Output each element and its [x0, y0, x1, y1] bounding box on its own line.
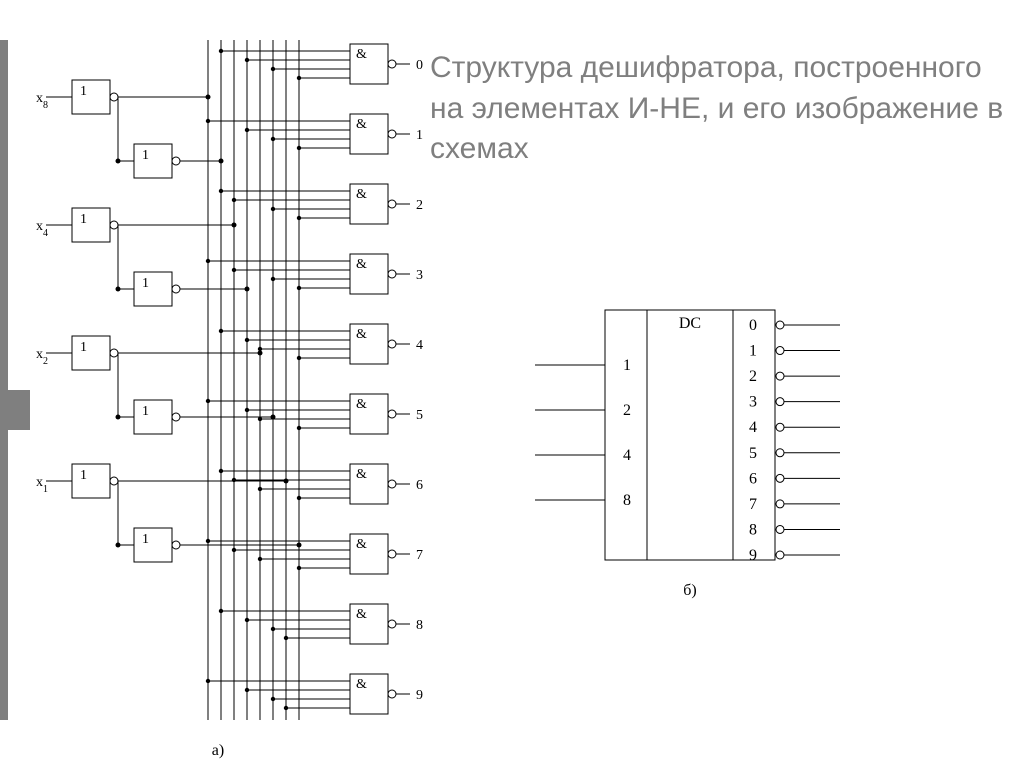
svg-text:1: 1: [749, 343, 757, 360]
svg-text:1: 1: [80, 340, 87, 355]
svg-text:2: 2: [749, 368, 757, 385]
svg-text:4: 4: [416, 338, 423, 353]
svg-text:2: 2: [416, 198, 423, 213]
svg-text:1: 1: [623, 357, 631, 374]
svg-text:а): а): [212, 742, 224, 759]
svg-text:3: 3: [416, 268, 423, 283]
svg-text:8: 8: [416, 618, 423, 633]
svg-text:0: 0: [416, 58, 423, 73]
svg-text:1: 1: [80, 212, 87, 227]
svg-text:6: 6: [749, 470, 757, 487]
svg-text:7: 7: [749, 496, 757, 513]
svg-text:6: 6: [416, 478, 423, 493]
svg-text:9: 9: [749, 547, 757, 564]
svg-text:8: 8: [623, 492, 631, 509]
svg-text:DC: DC: [679, 315, 701, 332]
svg-text:9: 9: [416, 688, 423, 703]
svg-text:б): б): [683, 582, 696, 599]
svg-text:&: &: [356, 187, 367, 202]
svg-text:&: &: [356, 257, 367, 272]
svg-text:&: &: [356, 677, 367, 692]
svg-text:1: 1: [80, 84, 87, 99]
svg-text:1: 1: [142, 404, 149, 419]
svg-text:1: 1: [80, 468, 87, 483]
svg-text:&: &: [356, 47, 367, 62]
slide-title: Структура дешифратора, построенного на э…: [430, 48, 1010, 170]
svg-text:1: 1: [142, 276, 149, 291]
circuit-a: x8 x4 x2 x1 1 1 1 1 1 1 1 1 & 0 & 1 & 2 & 3 & 4 & 5 & 6 & 7 & 8 & 9 а): [18, 10, 438, 770]
svg-text:1: 1: [142, 148, 149, 163]
circuit-b: DC 1 2 4 8 0 1 2 3 4 5 6 7 8 9 б): [505, 290, 885, 620]
svg-text:3: 3: [749, 394, 757, 411]
svg-text:&: &: [356, 117, 367, 132]
svg-text:x8: x8: [36, 91, 48, 111]
svg-text:7: 7: [416, 548, 423, 563]
svg-text:4: 4: [749, 419, 757, 436]
svg-text:5: 5: [416, 408, 423, 423]
slide-accent-bar: [0, 40, 8, 720]
svg-text:&: &: [356, 537, 367, 552]
svg-text:&: &: [356, 397, 367, 412]
svg-text:&: &: [356, 607, 367, 622]
svg-text:&: &: [356, 467, 367, 482]
svg-text:x2: x2: [36, 347, 48, 367]
svg-text:8: 8: [749, 521, 757, 538]
svg-text:x4: x4: [36, 219, 48, 239]
svg-text:0: 0: [749, 317, 757, 334]
svg-text:1: 1: [142, 532, 149, 547]
svg-text:&: &: [356, 327, 367, 342]
svg-text:2: 2: [623, 402, 631, 419]
svg-text:5: 5: [749, 445, 757, 462]
svg-text:1: 1: [416, 128, 423, 143]
svg-text:4: 4: [623, 447, 631, 464]
svg-text:x1: x1: [36, 475, 48, 495]
